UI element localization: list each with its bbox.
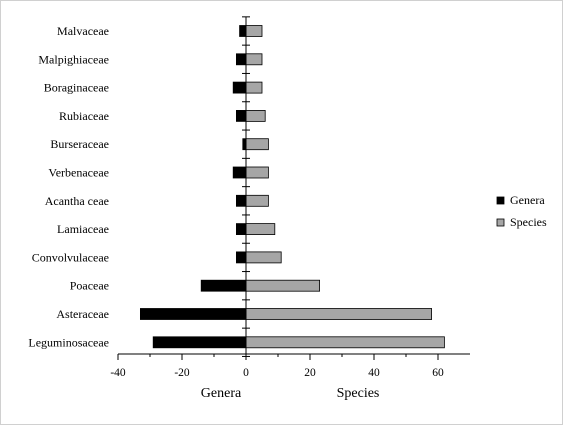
legend-label-species: Species <box>510 215 547 229</box>
category-label: Malpighiaceae <box>38 52 109 66</box>
bar-species <box>245 308 433 320</box>
category-label: Malvaceae <box>57 24 109 38</box>
bar-species <box>245 223 276 236</box>
x-tick-label: 40 <box>368 367 380 379</box>
category-label: Leguminosaceae <box>28 335 109 349</box>
legend-swatch-genera <box>496 196 505 205</box>
bar-genera <box>235 53 247 66</box>
bar-genera <box>139 308 247 320</box>
category-label: Rubiaceae <box>59 109 109 123</box>
bar-species <box>245 336 445 349</box>
axis-caption-genera: Genera <box>201 386 242 401</box>
bar-species <box>245 25 263 37</box>
bar-genera <box>235 194 247 207</box>
bar-genera <box>152 336 247 349</box>
bar-species <box>245 251 282 264</box>
category-label: Poaceae <box>70 279 109 293</box>
bar-species <box>245 138 269 151</box>
legend: Genera Species <box>496 193 547 229</box>
axis-caption-species: Species <box>337 386 380 401</box>
legend-label-genera: Genera <box>510 193 545 207</box>
bar-species <box>245 81 263 94</box>
category-label: Burseraceae <box>50 137 109 151</box>
bar-genera <box>200 279 247 292</box>
bar-genera <box>232 166 247 179</box>
bar-species <box>245 279 320 292</box>
x-tick-label: 20 <box>304 367 316 379</box>
bar-genera <box>232 81 247 94</box>
bar-genera <box>239 25 247 37</box>
category-label: Convolvulaceae <box>32 250 109 264</box>
legend-swatch-species <box>496 218 505 227</box>
labels-layer: Malvaceae Malpighiaceae Boraginaceae Rubiac… <box>28 24 444 401</box>
category-label: Verbenaceae <box>48 166 109 180</box>
x-tick-label: -20 <box>174 367 190 379</box>
x-tick-label: 60 <box>432 367 444 379</box>
bar-species <box>245 194 269 207</box>
bar-species <box>245 110 266 122</box>
axes-layer <box>117 16 470 360</box>
bar-genera <box>235 223 247 236</box>
x-tick-label: 0 <box>243 367 249 379</box>
x-tick-label: -40 <box>110 367 126 379</box>
bars-layer <box>139 25 445 349</box>
bar-genera <box>235 251 247 264</box>
category-label: Lamiaceae <box>57 222 109 236</box>
category-label: Boraginaceae <box>44 81 109 95</box>
bar-species <box>245 166 269 179</box>
category-label: Acantha ceae <box>45 194 109 208</box>
category-label: Asteraceae <box>56 307 109 321</box>
bar-genera <box>235 110 247 122</box>
bar-species <box>245 53 263 66</box>
